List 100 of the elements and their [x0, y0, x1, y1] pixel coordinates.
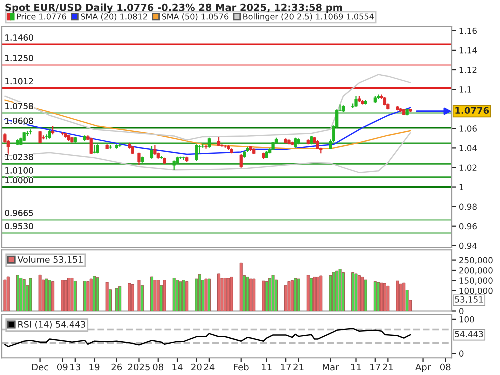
bar — [154, 280, 157, 312]
ref-line-label: 1.1250 — [6, 55, 34, 62]
candlestick — [240, 154, 243, 168]
y-tick-label: 1.16 — [460, 28, 477, 34]
bar — [288, 281, 291, 312]
y-tick-label: 1.06 — [460, 126, 477, 132]
chart-title: Spot EUR/USD Daily 1.0776 -0.23% 28 Mar 2025, 12:33:58 pm — [6, 4, 342, 14]
bar — [29, 278, 32, 312]
bar — [399, 284, 402, 312]
legend-label: RSI (14) 54.443 — [18, 321, 86, 329]
candlestick — [154, 144, 157, 156]
legend-label: Price 1.0776 — [17, 14, 66, 20]
x-tick-label: 2025 — [128, 364, 150, 371]
y-tick-label: 150,000 — [460, 278, 493, 285]
x-tick-label: Dec — [32, 364, 48, 371]
candlestick — [150, 146, 154, 160]
bar — [342, 272, 345, 312]
bar — [377, 282, 380, 312]
bar — [118, 286, 122, 312]
ref-line-label: 1.0100 — [6, 168, 34, 174]
bar — [290, 280, 294, 312]
bar — [265, 281, 268, 312]
x-tick-label: 24 — [204, 364, 215, 371]
bar — [332, 272, 336, 312]
x-tick-label: 17 — [370, 364, 380, 371]
ref-line-label: 0.9665 — [5, 210, 34, 216]
bar — [163, 280, 166, 312]
bar — [198, 274, 202, 312]
bar — [45, 278, 48, 312]
ref-line-label: 1.0238 — [6, 154, 34, 160]
y-tick-label: 1.14 — [460, 48, 478, 54]
candlestick — [38, 130, 42, 144]
y-tick-label: 0.98 — [459, 204, 477, 210]
y-tick-label: 100 — [460, 316, 474, 323]
bar — [354, 274, 358, 312]
bar — [20, 278, 23, 312]
bar — [115, 288, 118, 312]
bar — [329, 276, 332, 312]
bar — [262, 280, 266, 312]
bar — [364, 280, 368, 312]
legend-label: SMA (50) 1.0576 — [162, 14, 229, 21]
candlestick — [90, 137, 93, 155]
bar — [179, 282, 182, 312]
bar — [402, 282, 406, 312]
candlestick — [354, 96, 358, 108]
x-tick-label: 26 — [112, 364, 122, 371]
candlestick — [294, 137, 298, 148]
bar — [224, 278, 227, 312]
x-tick-label: Apr — [416, 364, 432, 372]
y-tick-label: 100,000 — [460, 288, 493, 296]
bar — [313, 277, 316, 312]
candlestick — [220, 144, 224, 148]
ref-line-label: 1.0000 — [6, 177, 34, 184]
bar — [306, 275, 310, 312]
bar — [386, 286, 390, 312]
bar — [227, 278, 230, 312]
y-tick-label: 1 — [460, 184, 464, 190]
legend-label: Volume 53,151 — [18, 256, 83, 264]
bar — [268, 278, 272, 312]
bar — [240, 262, 243, 312]
bar — [396, 280, 400, 312]
x-tick-label: 14 — [172, 364, 183, 371]
bar — [150, 276, 154, 312]
bar — [320, 276, 323, 312]
y-tick-label: 200,000 — [460, 267, 493, 275]
candlestick — [208, 137, 212, 148]
bar — [374, 281, 377, 312]
bar — [22, 279, 26, 312]
x-tick-label: 11 — [352, 364, 362, 371]
bar — [310, 278, 314, 312]
x-tick-label: 21 — [294, 364, 304, 371]
text: 54.443 — [455, 331, 484, 338]
bar — [316, 277, 320, 312]
bar — [106, 282, 109, 312]
candlestick — [48, 129, 52, 140]
y-tick-label: 1.04 — [460, 145, 478, 152]
y-tick-label: 0 — [459, 350, 464, 357]
candlestick — [29, 129, 32, 136]
candlestick — [195, 144, 198, 162]
candlestick — [316, 140, 320, 150]
bar — [252, 278, 256, 312]
x-tick-label: 19 — [90, 364, 100, 371]
candlestick — [138, 152, 141, 166]
x-tick-label: 20 — [192, 364, 202, 371]
bar — [383, 283, 386, 312]
bar — [138, 280, 141, 312]
ref-line-label: 1.1460 — [6, 34, 34, 41]
bar — [68, 278, 71, 312]
x-tick-label: 08 — [440, 364, 451, 371]
bar — [218, 274, 221, 312]
y-tick-label: 1.1 — [460, 86, 472, 93]
bar — [172, 278, 176, 312]
y-tick-label: 0 — [459, 308, 464, 315]
y-tick-label: 250,000 — [460, 257, 493, 264]
candlestick — [204, 144, 208, 150]
x-tick-label: 17 — [281, 364, 292, 371]
bar — [16, 275, 20, 312]
bar — [336, 270, 339, 312]
legend-label: Bollinger (20 2.5) 1.1069 1.0554 — [244, 14, 374, 22]
bar — [61, 280, 64, 312]
